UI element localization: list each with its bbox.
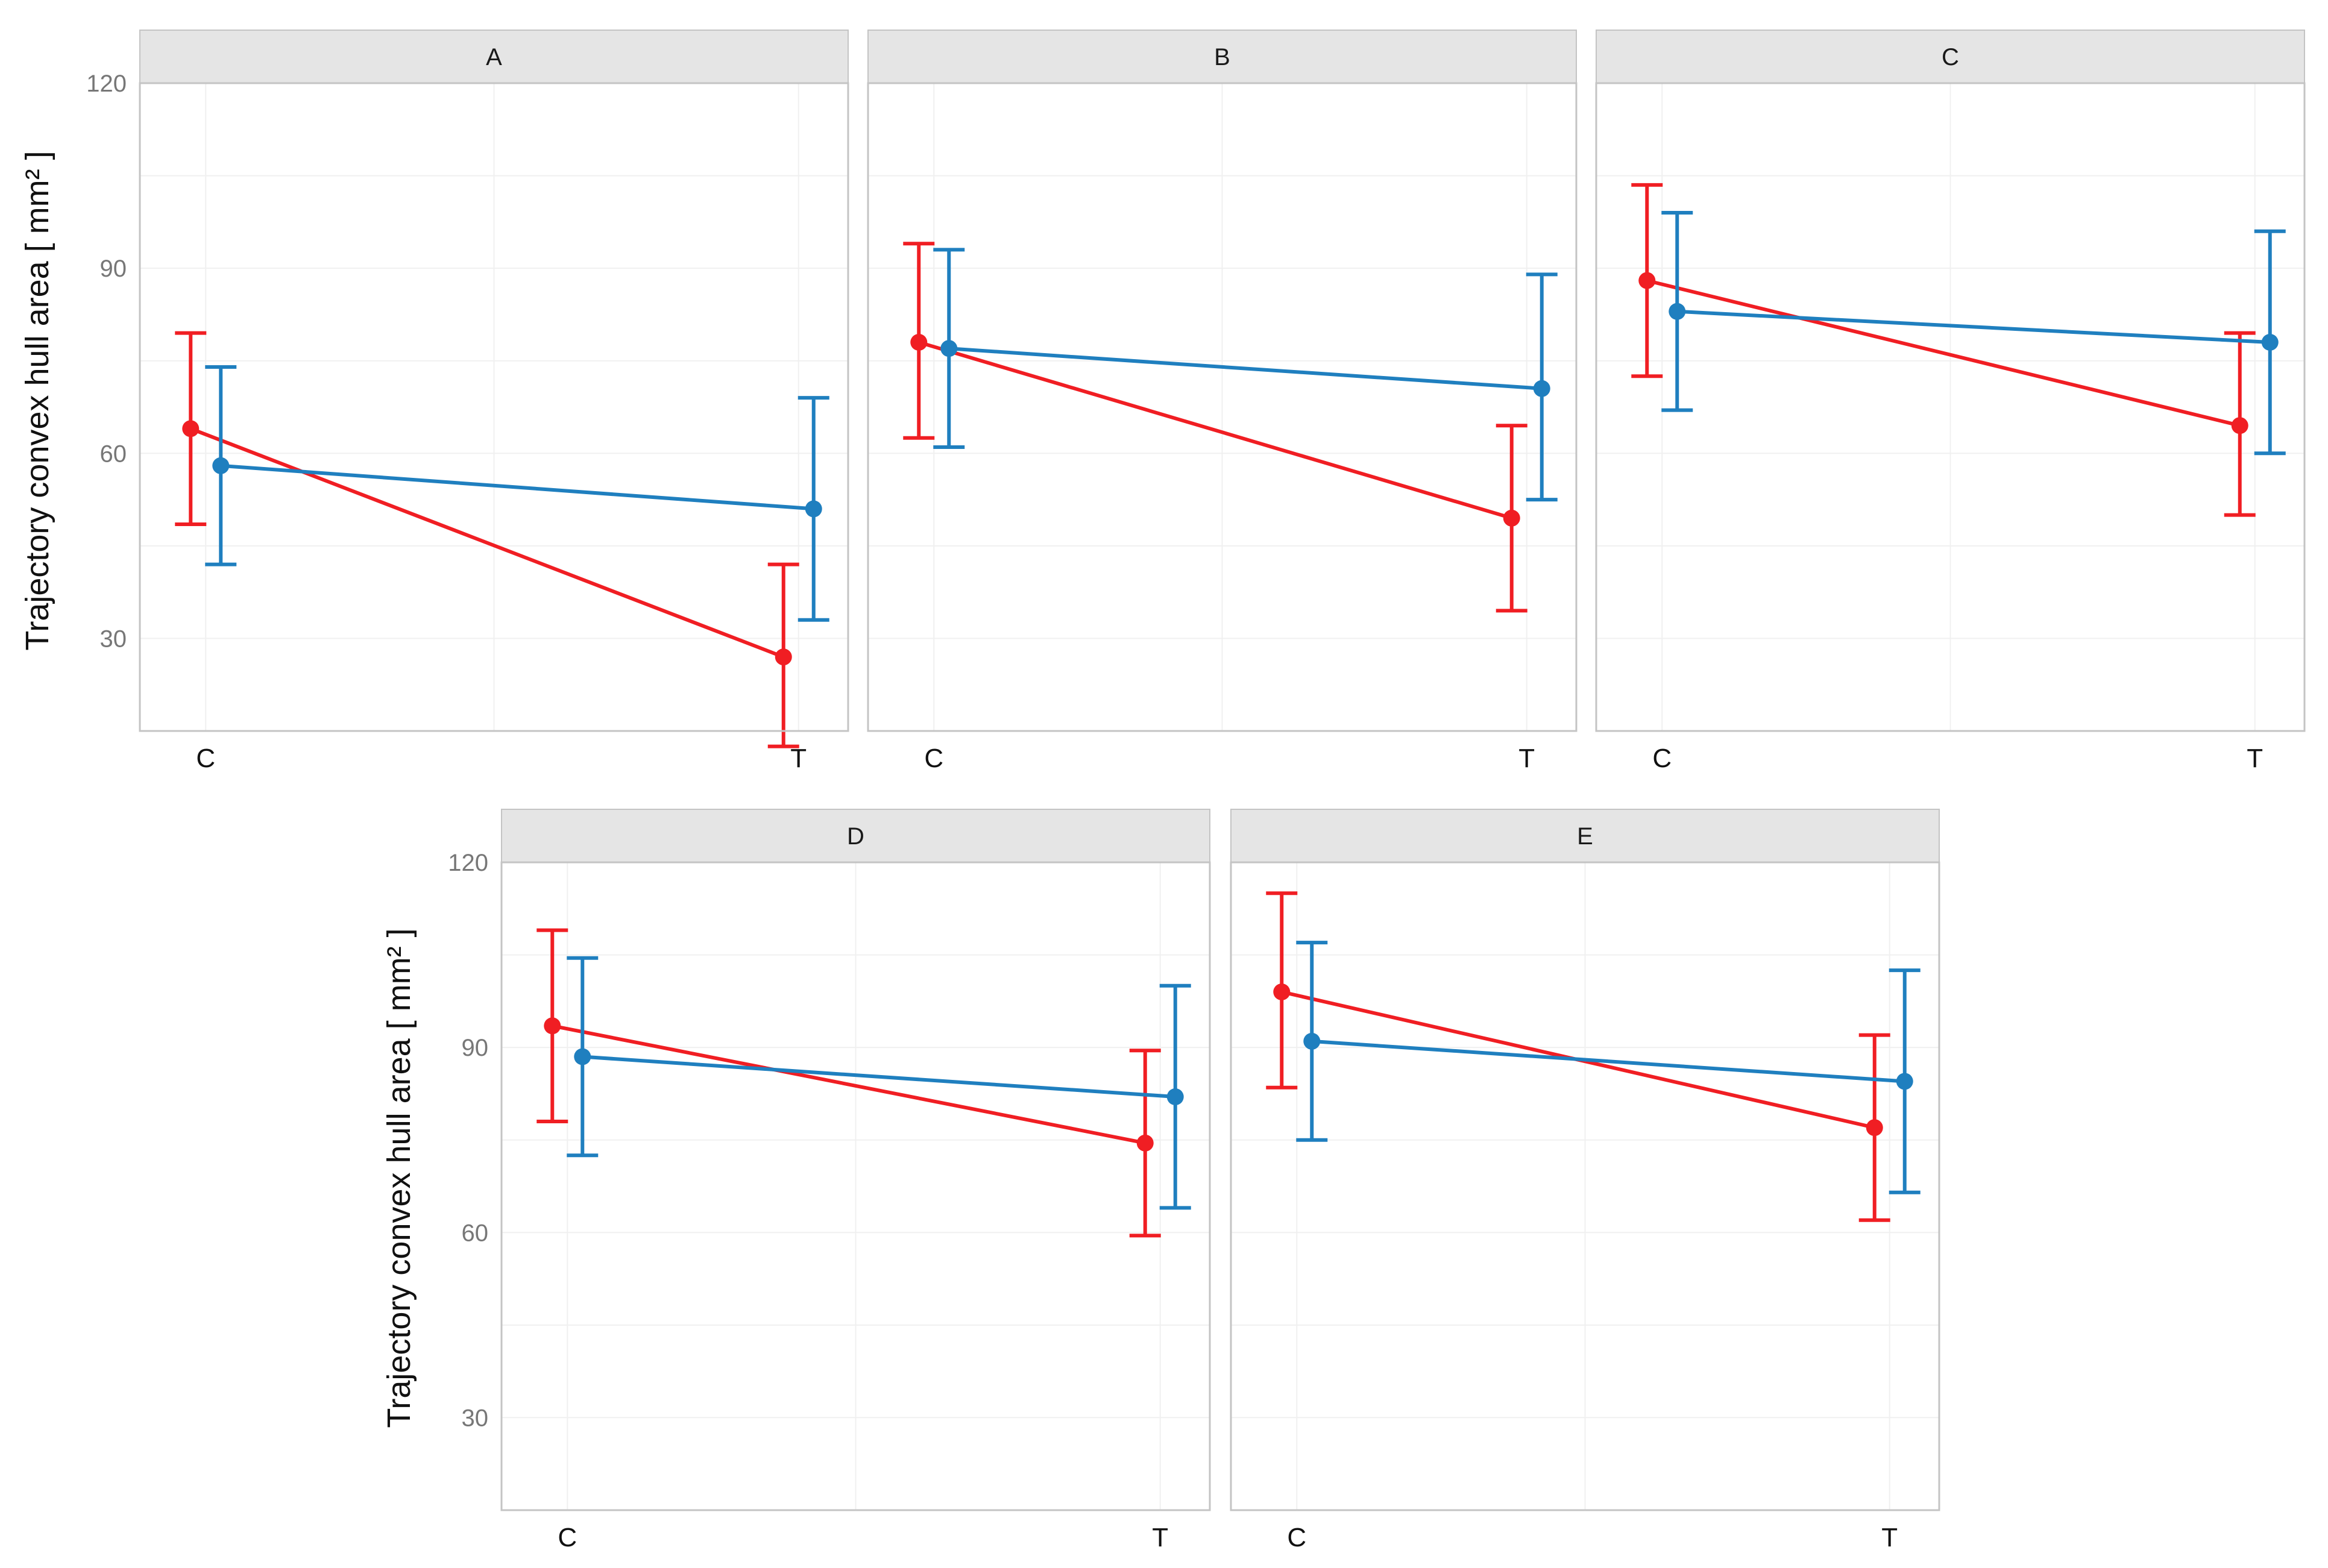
series-line	[221, 463, 814, 511]
panel-border	[1230, 861, 1940, 1511]
data-point	[1166, 1088, 1184, 1106]
y-axis-label-bottom: Trajectory convex hull area [ mm² ]	[381, 928, 417, 1428]
y-tick-label: 60	[100, 441, 127, 467]
y-axis-label-top: Trajectory convex hull area [ mm² ]	[19, 151, 55, 650]
series-1	[1631, 183, 2256, 517]
data-point	[805, 500, 822, 518]
facet-strip-label: E	[1577, 823, 1593, 850]
x-tick-label: C	[558, 1523, 577, 1552]
series-1	[175, 331, 799, 748]
facet-strip-label: A	[486, 44, 502, 71]
x-tick-label: T	[2247, 744, 2263, 773]
x-tick-label: C	[1652, 744, 1672, 773]
y-tick-label: 120	[86, 71, 127, 97]
data-point	[544, 1017, 561, 1035]
data-point	[1866, 1119, 1883, 1137]
panel-c: C C T	[1595, 30, 2306, 773]
panel-a: A C T 30 60 90 120	[86, 30, 849, 773]
data-point	[1638, 272, 1656, 289]
series-line	[1646, 278, 2241, 428]
series-2	[1296, 941, 1921, 1194]
x-tick-label: T	[1152, 1523, 1168, 1552]
series-line	[918, 340, 1512, 520]
y-tick-label: 30	[462, 1405, 489, 1431]
facet-strip-label: D	[847, 823, 864, 850]
series-1	[536, 928, 1161, 1238]
x-tick-label: C	[1287, 1523, 1306, 1552]
series-2	[567, 956, 1191, 1210]
series-line	[949, 347, 1542, 390]
series-line	[552, 1024, 1146, 1145]
x-tick-label: C	[924, 744, 943, 773]
x-tick-label: T	[1518, 744, 1535, 773]
series-line	[1312, 1039, 1905, 1083]
data-point	[1503, 509, 1520, 527]
panel-border	[139, 82, 849, 732]
series-line	[190, 427, 784, 659]
data-point	[1533, 380, 1550, 397]
panel-border	[500, 861, 1211, 1511]
panel-border	[1595, 82, 2306, 732]
x-tick-label: T	[790, 744, 807, 773]
data-point	[775, 648, 792, 666]
data-point	[2261, 334, 2279, 351]
data-point	[940, 340, 958, 357]
series-2	[205, 365, 829, 622]
facet-strip	[1596, 30, 2305, 84]
panels: A C T 30 60 90 120 B C T C C T D C T 30 60 90 120 E C T	[86, 30, 2306, 1552]
data-point	[1273, 983, 1291, 1000]
facet-strip	[501, 809, 1210, 863]
data-point	[1136, 1134, 1154, 1152]
data-point	[1669, 303, 1686, 320]
facet-strip	[139, 30, 849, 84]
panel-e: E C T	[1230, 809, 1940, 1552]
data-point	[1303, 1032, 1321, 1050]
facet-strip	[867, 30, 1577, 84]
y-tick-label: 30	[100, 626, 127, 652]
facet-strip-label: B	[1214, 44, 1230, 71]
panel-border	[867, 82, 1578, 732]
series-2	[933, 248, 1558, 502]
data-point	[2231, 417, 2248, 434]
data-point	[574, 1048, 591, 1065]
y-tick-label: 60	[462, 1220, 489, 1246]
series-1	[903, 242, 1527, 613]
y-tick-label: 90	[100, 256, 127, 282]
y-tick-label: 90	[462, 1035, 489, 1061]
series-2	[1661, 211, 2286, 456]
facet-strip	[1230, 809, 1940, 863]
data-point	[1896, 1073, 1913, 1090]
series-line	[1677, 309, 2270, 344]
y-tick-label: 120	[448, 850, 488, 876]
x-tick-label: C	[196, 744, 215, 773]
facet-strip-label: C	[1942, 44, 1959, 71]
series-line	[582, 1055, 1175, 1099]
data-point	[212, 457, 230, 474]
data-point	[910, 334, 928, 351]
x-tick-label: T	[1881, 1523, 1898, 1552]
panel-b: B C T	[867, 30, 1578, 773]
panel-d: D C T 30 60 90 120	[448, 809, 1211, 1552]
data-point	[182, 420, 200, 437]
